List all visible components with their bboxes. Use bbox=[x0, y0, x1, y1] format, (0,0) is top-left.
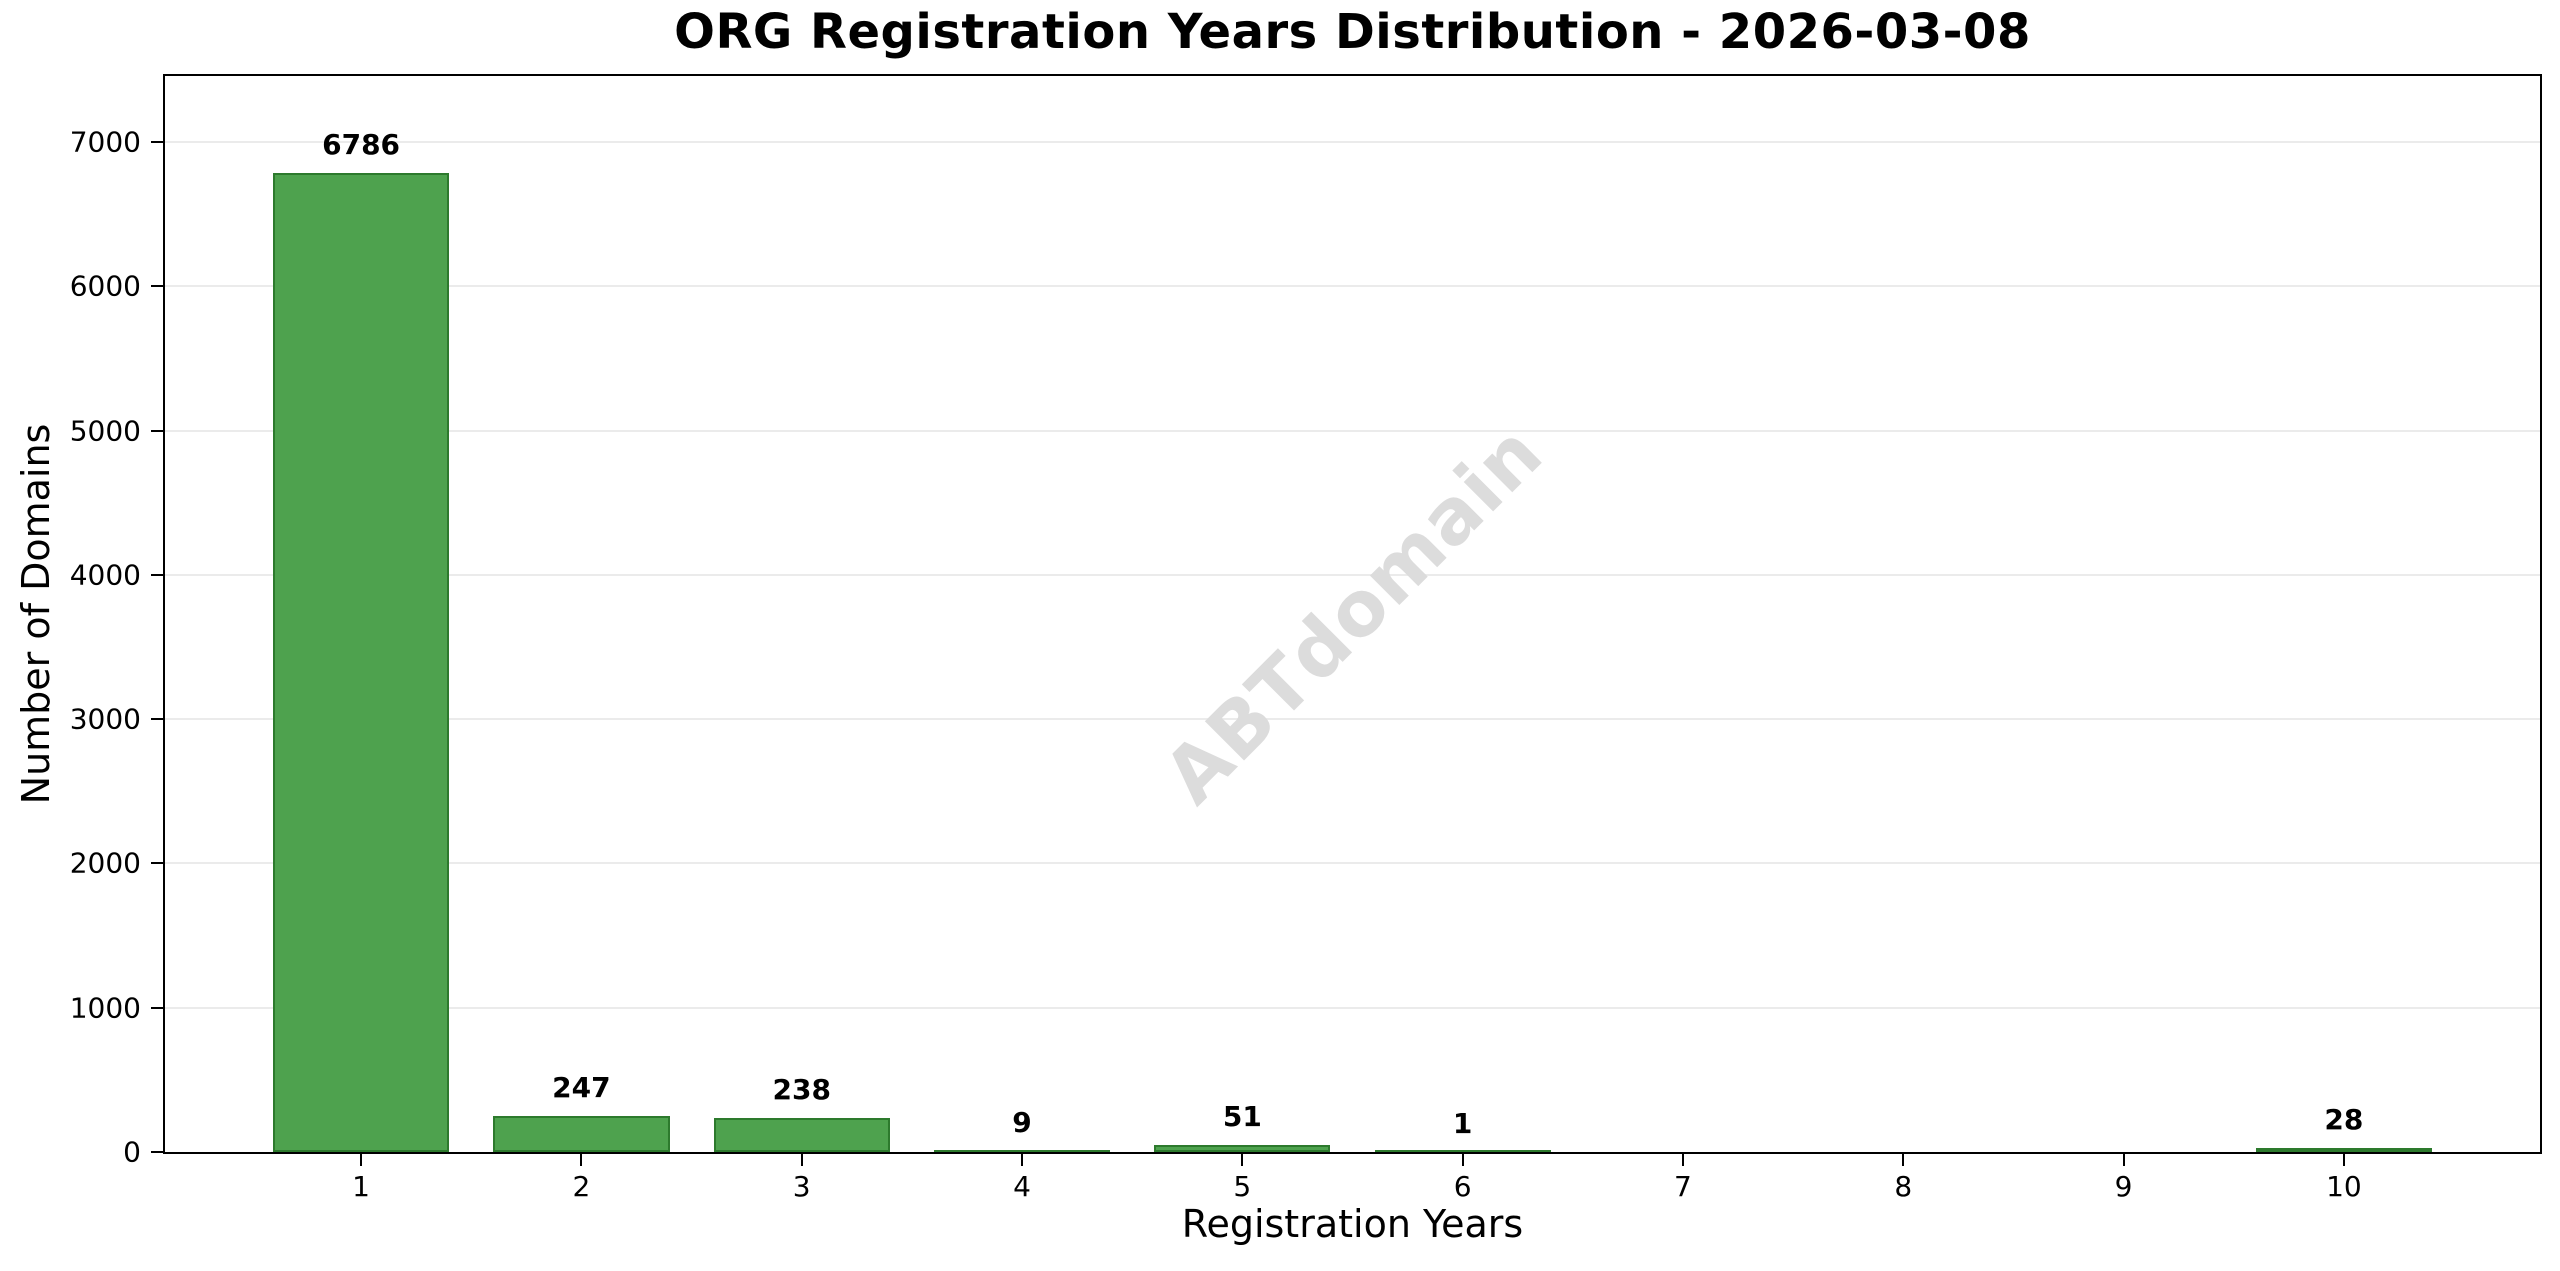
bar-value-label: 1 bbox=[1452, 1106, 1473, 1140]
y-tick-label: 3000 bbox=[69, 702, 141, 736]
x-tick-label: 4 bbox=[1013, 1170, 1031, 1203]
gridline bbox=[165, 285, 2540, 288]
x-axis-tick bbox=[360, 1154, 363, 1166]
bar bbox=[1154, 1144, 1331, 1152]
y-tick-label: 7000 bbox=[69, 125, 141, 159]
x-axis-tick bbox=[1021, 1154, 1024, 1166]
x-axis-tick bbox=[1241, 1154, 1244, 1166]
y-axis-tick bbox=[151, 573, 163, 576]
y-tick-label: 6000 bbox=[69, 269, 141, 303]
x-axis-tick bbox=[580, 1154, 583, 1166]
bar bbox=[1374, 1150, 1551, 1152]
x-tick-label: 10 bbox=[2326, 1170, 2362, 1203]
y-tick-label: 4000 bbox=[69, 558, 141, 592]
bar-value-label: 247 bbox=[552, 1071, 611, 1105]
x-tick-label: 5 bbox=[1233, 1170, 1252, 1203]
gridline bbox=[165, 718, 2540, 721]
y-tick-label: 2000 bbox=[69, 846, 141, 880]
gridline bbox=[165, 862, 2540, 865]
y-axis-label: Number of Domains bbox=[14, 423, 58, 805]
gridline bbox=[165, 140, 2540, 143]
x-tick-label: 6 bbox=[1453, 1170, 1472, 1203]
bar-value-label: 28 bbox=[2324, 1102, 2364, 1136]
chart-title: ORG Registration Years Distribution - 20… bbox=[674, 4, 2031, 60]
y-tick-label: 0 bbox=[123, 1135, 141, 1169]
plot-area: 6786 247 238 9 51 1 28 0 1000 2000 3000 4000 5000 60… bbox=[70, 74, 2542, 1203]
bar bbox=[933, 1150, 1111, 1152]
x-axis-label: Registration Years bbox=[1181, 1202, 1524, 1246]
bar bbox=[493, 1116, 670, 1152]
x-tick-label: 8 bbox=[1894, 1170, 1913, 1203]
y-axis-tick bbox=[151, 1151, 163, 1153]
gridline bbox=[165, 1006, 2540, 1009]
x-tick-label: 9 bbox=[2114, 1170, 2133, 1203]
watermark-text: ABTdomain bbox=[1146, 407, 1559, 821]
y-tick-label: 5000 bbox=[69, 414, 141, 448]
y-axis-tick bbox=[151, 285, 163, 288]
bar bbox=[713, 1117, 890, 1152]
x-axis-tick bbox=[1681, 1154, 1684, 1166]
x-axis-tick bbox=[2342, 1154, 2345, 1166]
x-tick-label: 7 bbox=[1674, 1170, 1692, 1203]
gridline bbox=[165, 573, 2540, 576]
bar bbox=[272, 172, 450, 1152]
bar bbox=[2255, 1147, 2433, 1152]
x-axis-tick bbox=[2122, 1154, 2125, 1166]
x-axis-tick bbox=[1461, 1154, 1464, 1166]
x-tick-label: 2 bbox=[572, 1170, 591, 1203]
y-axis-tick bbox=[151, 1006, 163, 1009]
x-tick-label: 3 bbox=[792, 1170, 811, 1203]
gridline bbox=[165, 429, 2540, 432]
bar-value-label: 6786 bbox=[322, 127, 401, 161]
y-axis-tick bbox=[151, 718, 163, 721]
y-axis-tick bbox=[151, 429, 163, 432]
y-axis-tick bbox=[151, 862, 163, 865]
x-tick-label: 1 bbox=[352, 1170, 370, 1203]
y-tick-label: 1000 bbox=[69, 991, 141, 1025]
x-axis-tick bbox=[1902, 1154, 1905, 1166]
y-axis-tick bbox=[151, 140, 163, 143]
bar-value-label: 9 bbox=[1012, 1105, 1032, 1139]
bar-value-label: 51 bbox=[1222, 1099, 1262, 1133]
x-axis-tick bbox=[800, 1154, 803, 1166]
bar-value-label: 238 bbox=[772, 1072, 831, 1106]
